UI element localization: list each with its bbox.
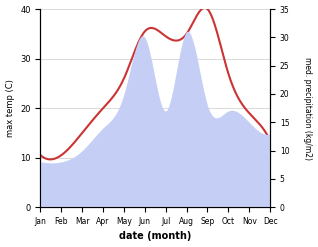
Y-axis label: max temp (C): max temp (C) [5,79,15,137]
Y-axis label: med. precipitation (kg/m2): med. precipitation (kg/m2) [303,57,313,160]
X-axis label: date (month): date (month) [119,231,191,242]
